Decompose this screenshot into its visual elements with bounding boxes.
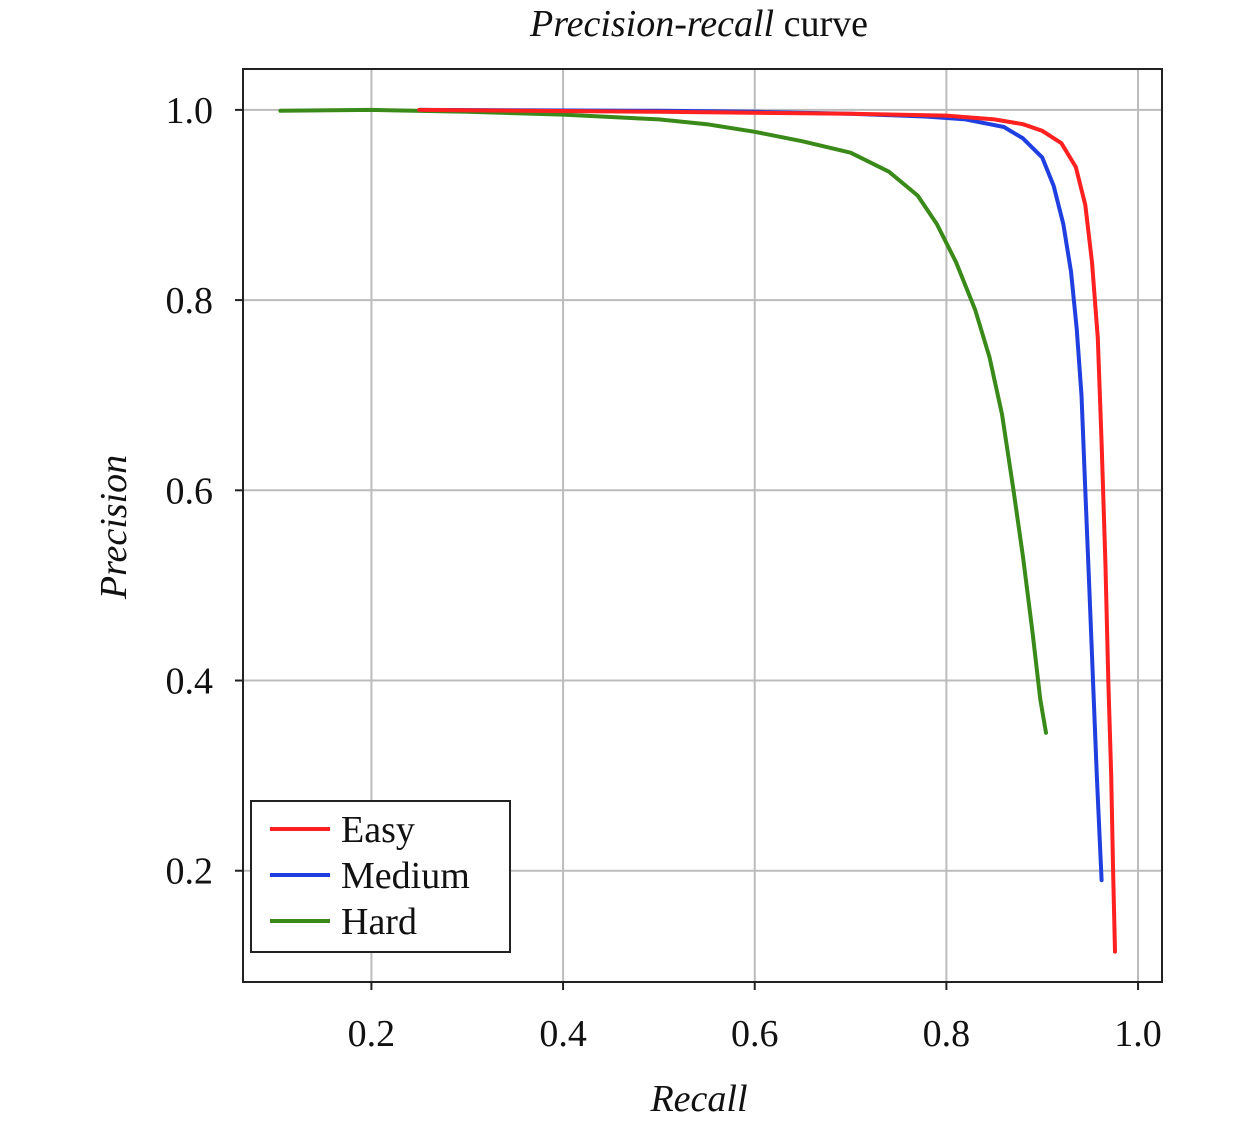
y-tick-label: 0.4 (166, 661, 214, 703)
series-line-easy (417, 107, 1117, 954)
series-line-medium (417, 107, 1104, 883)
y-tick-label: 0.8 (166, 280, 214, 322)
legend-label-medium: Medium (341, 855, 470, 897)
x-tick-label: 0.8 (923, 1013, 971, 1055)
axis-ticks: 0.2 0.4 0.6 0.8 1.0 0.2 0.4 0.6 0.8 1.0 (166, 90, 1162, 1055)
legend-label-easy: Easy (341, 809, 415, 851)
series-lines (278, 107, 1117, 954)
y-axis-label: Precision (93, 455, 135, 600)
x-tick-label: 0.4 (539, 1013, 587, 1055)
x-tick-label: 0.6 (731, 1013, 779, 1055)
y-tick-label: 0.2 (166, 851, 214, 893)
chart-title: Precision-recall curve (529, 3, 868, 45)
y-tick-label: 0.6 (166, 470, 214, 512)
x-tick-label: 0.2 (348, 1013, 396, 1055)
legend-label-hard: Hard (341, 901, 417, 943)
x-tick-label: 1.0 (1114, 1013, 1162, 1055)
x-axis-label: Recall (649, 1078, 747, 1120)
plot-frame (242, 68, 1163, 983)
y-tick-label: 1.0 (166, 90, 214, 132)
series-line-hard (278, 107, 1048, 735)
